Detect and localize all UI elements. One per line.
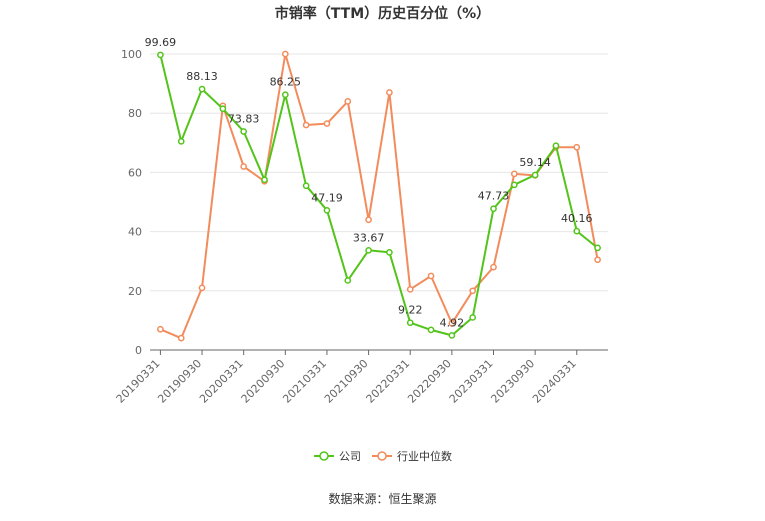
- point-1-0: [157, 325, 164, 333]
- data-label-16: 47.73: [478, 190, 510, 203]
- x-tick-label-20220331: 20220331: [364, 357, 413, 406]
- point-0-2: [198, 85, 206, 93]
- data-label-12: 9.22: [398, 304, 423, 317]
- point-0-8: [323, 206, 331, 214]
- point-1-10: [365, 216, 372, 224]
- point-0-19: [552, 142, 560, 150]
- data-label-6: 86.25: [270, 76, 302, 89]
- x-tick-label-20210331: 20210331: [280, 357, 329, 406]
- point-1-6: [281, 50, 289, 58]
- point-0-16: [490, 205, 497, 213]
- point-0-11: [386, 248, 393, 256]
- point-1-4: [240, 163, 248, 170]
- y-tick-label-40: 40: [128, 226, 142, 239]
- legend-item-1[interactable]: 行业中位数: [372, 449, 452, 463]
- x-tick-label-20240331: 20240331: [530, 357, 579, 406]
- x-tick-label-20190331: 20190331: [114, 357, 163, 406]
- legend-marker-0: [319, 451, 329, 461]
- grid-lines: [150, 53, 608, 292]
- x-tick-label-20230930: 20230930: [488, 357, 537, 406]
- data-label-2: 88.13: [186, 70, 218, 83]
- point-0-14: [448, 332, 456, 339]
- data-labels: 99.69 88.13 73.83 86.25 47.19 33.67 9.22 4.92 47…: [145, 36, 593, 330]
- point-1-2: [198, 284, 206, 292]
- data-label-20: 40.16: [561, 212, 593, 225]
- point-0-10: [365, 246, 372, 254]
- data-label-4: 73.83: [228, 112, 260, 125]
- point-0-20: [573, 227, 581, 235]
- series-line-0: [159, 54, 599, 337]
- point-1-12: [406, 285, 414, 293]
- source-note: 数据来源：恒生聚源: [328, 491, 436, 506]
- x-tick-label-20220930: 20220930: [405, 357, 454, 406]
- point-1-20: [573, 143, 581, 151]
- series-lines: [157, 50, 601, 342]
- point-1-16: [490, 263, 497, 271]
- data-label-18: 59.14: [519, 156, 551, 169]
- x-tick-label-20200930: 20200930: [239, 357, 288, 406]
- point-0-21: [594, 244, 601, 252]
- data-label-8: 47.19: [311, 191, 343, 204]
- point-1-21: [594, 256, 601, 264]
- point-1-15: [469, 287, 477, 295]
- point-0-6: [281, 91, 289, 99]
- point-0-3: [219, 105, 227, 113]
- point-0-5: [261, 176, 268, 184]
- point-0-9: [344, 277, 352, 284]
- point-0-0: [157, 51, 164, 59]
- point-1-7: [302, 121, 310, 129]
- data-label-0: 99.69: [145, 36, 177, 49]
- data-label-10: 33.67: [353, 231, 385, 244]
- point-1-9: [344, 98, 352, 105]
- y-tick-label-20: 20: [128, 285, 142, 298]
- point-1-11: [386, 89, 393, 96]
- x-tick-label-20230331: 20230331: [447, 357, 496, 406]
- y-tick-label-80: 80: [128, 107, 142, 120]
- point-0-1: [177, 137, 185, 145]
- point-0-17: [510, 181, 518, 189]
- point-1-1: [177, 334, 185, 342]
- y-tick-label-100: 100: [121, 48, 142, 61]
- point-0-4: [240, 128, 248, 135]
- x-tick-label-20200331: 20200331: [197, 357, 246, 406]
- legend-marker-1: [377, 451, 387, 461]
- y-tick-label-0: 0: [135, 344, 142, 357]
- axes: 0 20 40 60 80 100 2019033120190930202003312020…: [114, 48, 608, 406]
- x-tick-label-20210930: 20210930: [322, 357, 371, 406]
- point-0-12: [406, 319, 414, 327]
- legend-item-0[interactable]: 公司: [314, 450, 361, 463]
- series-line-1: [160, 53, 599, 340]
- data-label-14: 4.92: [440, 316, 465, 329]
- x-tick-label-20190930: 20190930: [155, 357, 204, 406]
- point-1-8: [323, 120, 331, 127]
- point-0-15: [469, 314, 477, 321]
- y-tick-label-60: 60: [128, 166, 142, 179]
- chart-title: 市销率（TTM）历史百分位（%）: [275, 5, 490, 22]
- legend-label-1: 行业中位数: [397, 449, 452, 463]
- point-0-18: [531, 171, 539, 179]
- point-0-13: [427, 326, 435, 334]
- legend[interactable]: 公司 行业中位数: [314, 449, 452, 463]
- point-1-13: [427, 272, 435, 280]
- point-1-14: [448, 320, 456, 327]
- point-0-7: [302, 182, 310, 190]
- point-1-17: [510, 170, 518, 178]
- legend-label-0: 公司: [339, 450, 361, 463]
